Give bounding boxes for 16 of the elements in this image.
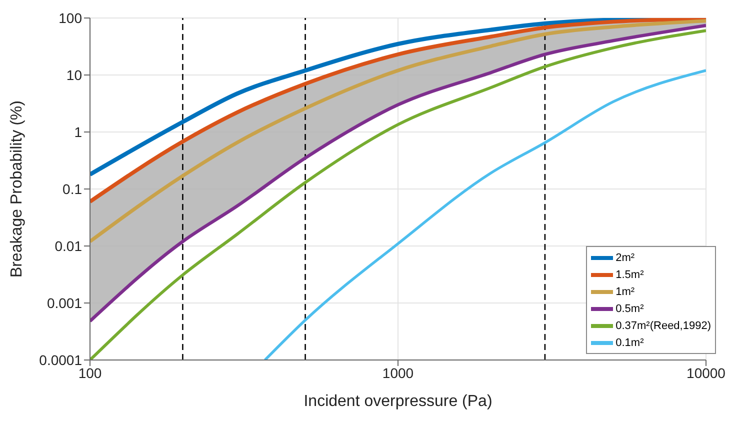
y-tick-label: 100 <box>58 10 82 26</box>
y-tick-label: 1 <box>74 124 82 140</box>
legend-label: 0.1m² <box>616 336 644 348</box>
y-tick-label: 0.01 <box>54 238 82 254</box>
y-tick-label: 10 <box>66 66 82 83</box>
y-tick-label: 0.1 <box>62 180 82 197</box>
x-axis-title: Incident overpressure (Pa) <box>304 393 492 410</box>
y-axis-title: Breakage Probability (%) <box>8 100 26 278</box>
legend-label: 2m² <box>616 252 635 264</box>
legend-label: 0.5m² <box>616 302 644 314</box>
y-tick-label: 0.001 <box>46 294 82 311</box>
x-tick-label: 10000 <box>686 364 726 381</box>
x-tick-label: 1000 <box>382 364 414 381</box>
legend-label: 1.5m² <box>616 268 644 280</box>
legend-label: 1m² <box>616 286 635 298</box>
legend-label: 0.37m²(Reed,1992) <box>616 320 711 332</box>
